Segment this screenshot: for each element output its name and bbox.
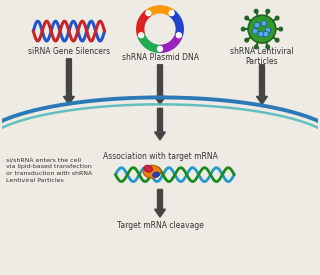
Ellipse shape [153,172,159,177]
Circle shape [252,28,258,34]
Ellipse shape [144,165,152,172]
Circle shape [254,22,260,28]
Circle shape [279,27,283,31]
Circle shape [139,33,144,38]
Circle shape [157,46,163,51]
FancyArrow shape [155,189,165,217]
Circle shape [265,27,271,33]
Circle shape [176,33,181,38]
FancyArrow shape [155,108,165,140]
Circle shape [248,15,276,43]
Circle shape [169,11,174,16]
Text: siRNA Gene Silencers: siRNA Gene Silencers [28,47,110,56]
Circle shape [263,31,269,37]
Circle shape [276,16,279,20]
FancyArrow shape [63,59,74,104]
Ellipse shape [143,165,161,178]
Circle shape [254,9,258,13]
Text: Target mRNA cleavage: Target mRNA cleavage [116,221,204,230]
FancyArrow shape [155,65,165,104]
Text: Association with target mRNA: Association with target mRNA [103,152,217,161]
Circle shape [245,39,249,42]
Circle shape [276,39,279,42]
Circle shape [261,20,267,26]
Circle shape [245,16,249,20]
Text: shRNA Lentiviral
Particles: shRNA Lentiviral Particles [230,47,294,66]
Circle shape [241,27,245,31]
Circle shape [266,45,269,49]
Circle shape [266,9,269,13]
Circle shape [258,31,264,37]
Circle shape [146,11,151,16]
Text: shRNA Plasmid DNA: shRNA Plasmid DNA [122,53,198,62]
Text: si/shRNA enters the cell
via lipid-based transfection
or transduction with shRNA: si/shRNA enters the cell via lipid-based… [5,158,92,183]
FancyArrow shape [257,65,268,104]
Circle shape [254,45,258,49]
